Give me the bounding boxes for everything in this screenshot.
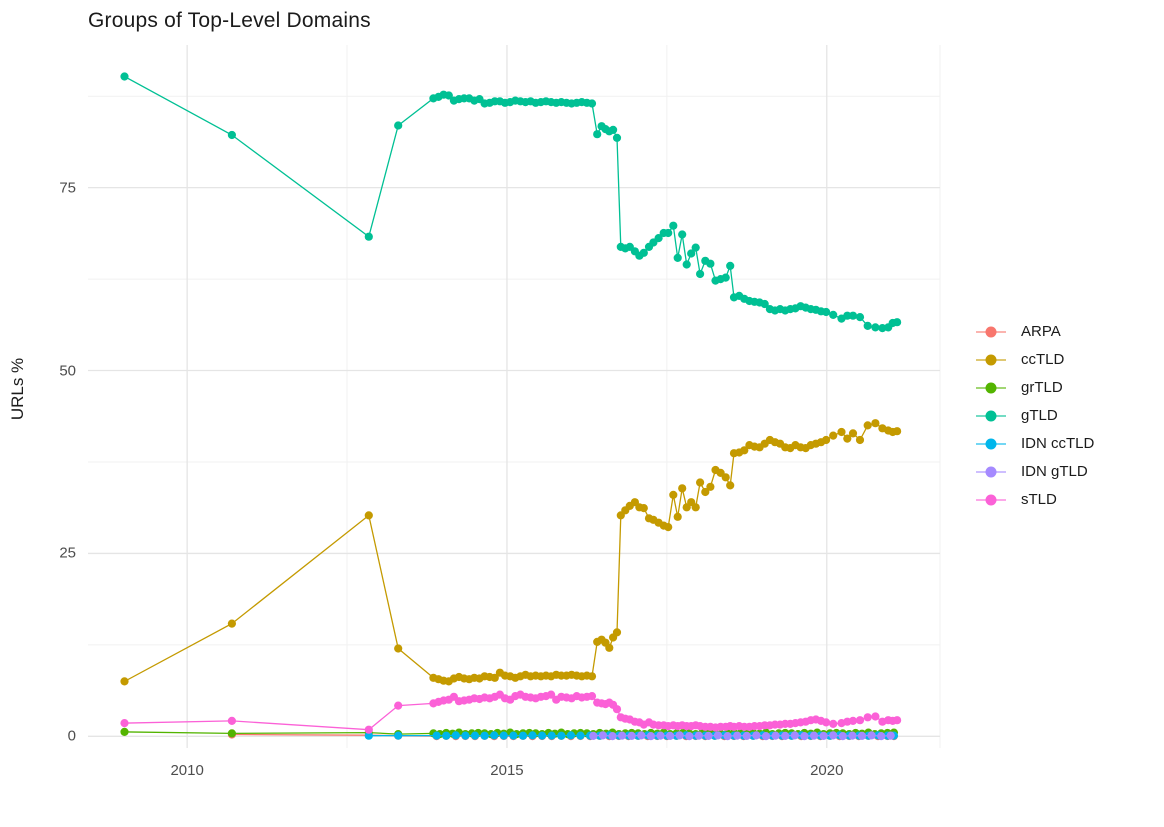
gridlines xyxy=(88,45,941,748)
legend-label-idn-gtld: IDN gTLD xyxy=(1021,463,1088,480)
y-axis-title: URLs % xyxy=(8,357,27,420)
legend-key-icon-stld xyxy=(976,494,1006,506)
legend-item-gtld: gTLD xyxy=(974,406,1094,426)
legend-key-icon-idn-cctld xyxy=(976,438,1006,450)
y-tick-label-0: 0 xyxy=(67,727,76,745)
y-tick-label-50: 50 xyxy=(59,362,76,380)
legend-item-idn-cctld: IDN ccTLD xyxy=(974,434,1094,454)
legend-label-grtld: grTLD xyxy=(1021,379,1063,396)
y-tick-label-75: 75 xyxy=(59,179,76,197)
legend-item-idn-gtld: IDN gTLD xyxy=(974,462,1094,482)
x-tick-label-2010: 2010 xyxy=(170,762,204,779)
legend-label-gtld: gTLD xyxy=(1021,407,1058,424)
series-stld xyxy=(120,690,902,734)
legend-key-icon-arpa xyxy=(976,326,1006,338)
legend-key-icon-idn-gtld xyxy=(976,466,1006,478)
chart-title: Groups of Top-Level Domains xyxy=(88,9,371,32)
legend-label-cctld: ccTLD xyxy=(1021,351,1065,368)
gtld-line xyxy=(124,75,898,329)
legend-key-icon-gtld xyxy=(976,410,1006,422)
x-tick-label-2020: 2020 xyxy=(810,762,844,779)
y-tick-label-25: 25 xyxy=(59,544,76,562)
legend-item-arpa: ARPA xyxy=(974,322,1094,342)
legend-label-stld: sTLD xyxy=(1021,491,1057,508)
legend-item-stld: sTLD xyxy=(974,490,1094,510)
legend-label-idn-cctld: IDN ccTLD xyxy=(1021,435,1095,452)
x-tick-label-2015: 2015 xyxy=(490,762,524,779)
legend: ARPA ccTLD grTLD gTLD IDN ccTLD IDN gTLD sTLD xyxy=(974,322,1094,510)
legend-label-arpa: ARPA xyxy=(1021,323,1061,340)
series-gtld xyxy=(120,72,902,333)
legend-item-cctld: ccTLD xyxy=(974,350,1094,370)
series-cctld xyxy=(120,419,902,686)
legend-key-icon-cctld xyxy=(976,354,1006,366)
legend-key-icon-grtld xyxy=(976,382,1006,394)
legend-item-grtld: grTLD xyxy=(974,378,1094,398)
series-idn-gtld xyxy=(589,731,895,741)
